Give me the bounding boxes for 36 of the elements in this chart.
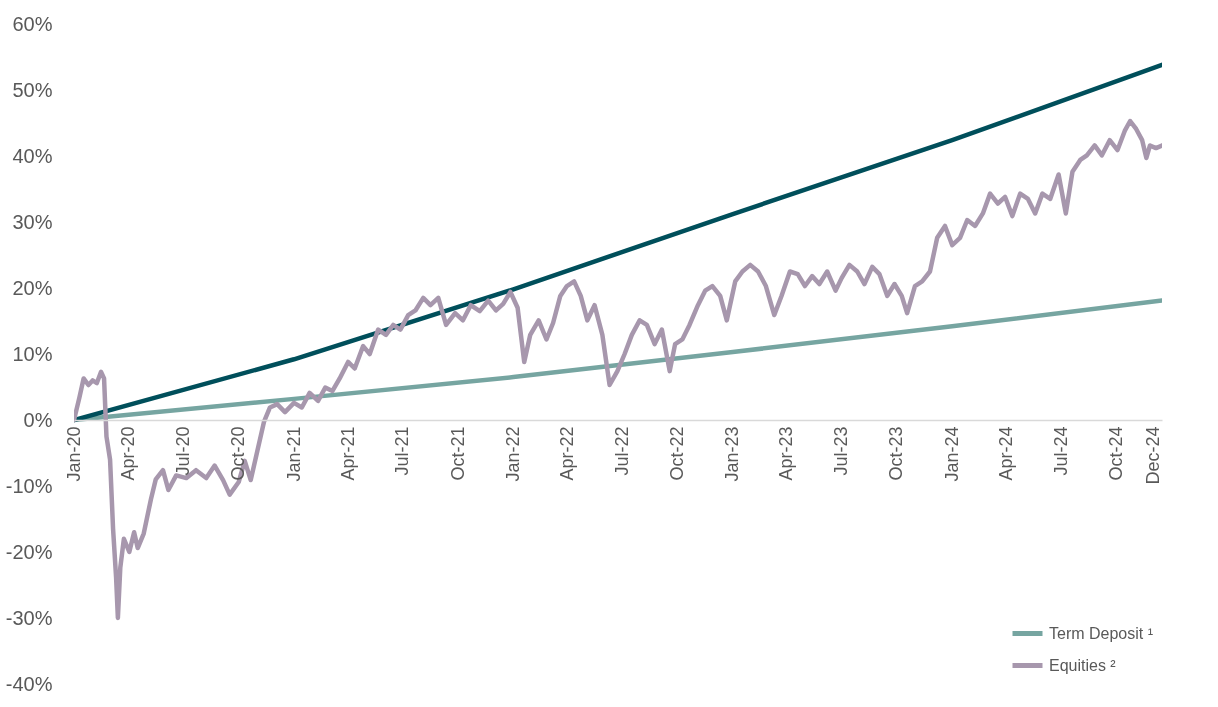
x-tick-label: Jul-20	[172, 426, 193, 476]
x-tick-label: Jan-20	[63, 426, 84, 482]
x-tick-label: Apr-21	[337, 426, 358, 481]
x-tick-label: Jan-21	[283, 426, 304, 482]
x-tick-label: Oct-20	[228, 426, 249, 481]
y-tick-label: -40%	[5, 672, 53, 695]
y-tick-label: 20%	[12, 276, 53, 299]
x-tick-label: Oct-23	[886, 426, 907, 481]
y-tick-label: 10%	[12, 342, 53, 365]
x-tick-label: Jul-21	[392, 426, 413, 476]
y-tick-label: 60%	[12, 12, 53, 35]
y-tick-label: -30%	[5, 606, 53, 629]
x-tick-label: Dec-24	[1143, 426, 1164, 485]
y-tick-label: -10%	[5, 474, 53, 497]
x-tick-label: Jul-23	[831, 426, 852, 476]
y-tick-label: -20%	[5, 540, 53, 563]
legend-label: Equities ²	[1049, 656, 1117, 674]
x-tick-label: Jul-24	[1051, 426, 1072, 476]
x-tick-label: Oct-21	[447, 426, 468, 481]
y-tick-label: 0%	[23, 408, 53, 431]
x-tick-label: Jan-23	[722, 426, 743, 482]
line-series	[74, 62, 1162, 423]
y-tick-label: 40%	[12, 144, 53, 167]
x-tick-label: Jan-22	[502, 426, 523, 482]
x-tick-label: Apr-24	[996, 426, 1017, 481]
x-tick-label: Oct-22	[667, 426, 688, 481]
x-tick-label: Apr-22	[557, 426, 578, 481]
x-tick-label: Jan-24	[941, 426, 962, 482]
x-tick-label: Oct-24	[1106, 426, 1127, 481]
x-tick-label: Jul-22	[611, 426, 632, 476]
y-tick-label: 50%	[12, 78, 53, 101]
y-tick-label: 30%	[12, 210, 53, 233]
x-tick-label: Apr-23	[776, 426, 797, 481]
line-series	[74, 298, 1162, 423]
x-tick-label: Apr-20	[118, 426, 139, 481]
legend-label: Term Deposit ¹	[1049, 624, 1154, 642]
